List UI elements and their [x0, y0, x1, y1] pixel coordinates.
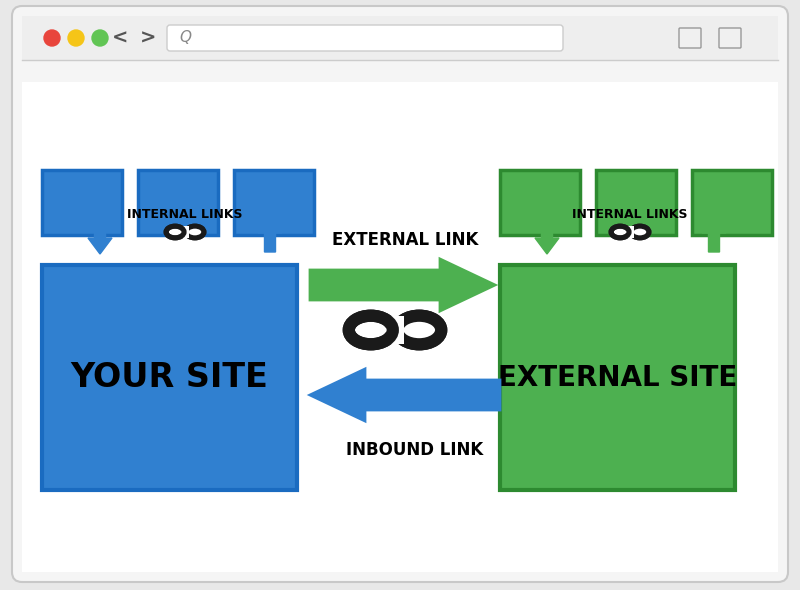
Bar	[626, 226, 634, 238]
Ellipse shape	[611, 226, 629, 238]
FancyBboxPatch shape	[692, 170, 772, 235]
FancyBboxPatch shape	[42, 170, 122, 235]
Text: EXTERNAL LINK: EXTERNAL LINK	[332, 231, 478, 249]
Text: INTERNAL LINKS: INTERNAL LINKS	[127, 208, 242, 221]
Text: EXTERNAL SITE: EXTERNAL SITE	[498, 363, 737, 392]
Ellipse shape	[186, 226, 204, 238]
FancyArrow shape	[258, 217, 282, 252]
Bar	[182, 226, 189, 238]
Ellipse shape	[397, 316, 442, 345]
FancyBboxPatch shape	[500, 265, 735, 490]
FancyArrow shape	[535, 219, 559, 254]
Text: <: <	[112, 28, 128, 48]
FancyBboxPatch shape	[42, 265, 297, 490]
Ellipse shape	[631, 226, 649, 238]
Ellipse shape	[166, 226, 184, 238]
Ellipse shape	[186, 226, 204, 238]
FancyArrow shape	[310, 259, 495, 311]
FancyBboxPatch shape	[12, 6, 788, 582]
FancyBboxPatch shape	[22, 16, 778, 60]
Text: INTERNAL LINKS: INTERNAL LINKS	[572, 208, 688, 221]
FancyBboxPatch shape	[679, 28, 701, 48]
Text: YOUR SITE: YOUR SITE	[70, 361, 269, 394]
Ellipse shape	[631, 226, 649, 238]
FancyBboxPatch shape	[138, 170, 218, 235]
FancyBboxPatch shape	[500, 170, 580, 235]
Circle shape	[92, 30, 108, 46]
Ellipse shape	[349, 316, 393, 345]
FancyArrow shape	[702, 217, 726, 252]
FancyBboxPatch shape	[234, 170, 314, 235]
Circle shape	[44, 30, 60, 46]
FancyBboxPatch shape	[167, 25, 563, 51]
FancyArrow shape	[88, 219, 112, 254]
Text: >: >	[140, 28, 156, 48]
FancyBboxPatch shape	[719, 28, 741, 48]
Ellipse shape	[397, 316, 442, 345]
Text: INBOUND LINK: INBOUND LINK	[346, 441, 484, 459]
FancyBboxPatch shape	[22, 82, 778, 572]
Circle shape	[68, 30, 84, 46]
FancyBboxPatch shape	[596, 170, 676, 235]
FancyArrow shape	[310, 369, 500, 421]
Text: Q: Q	[179, 31, 191, 45]
Bar	[386, 316, 404, 345]
